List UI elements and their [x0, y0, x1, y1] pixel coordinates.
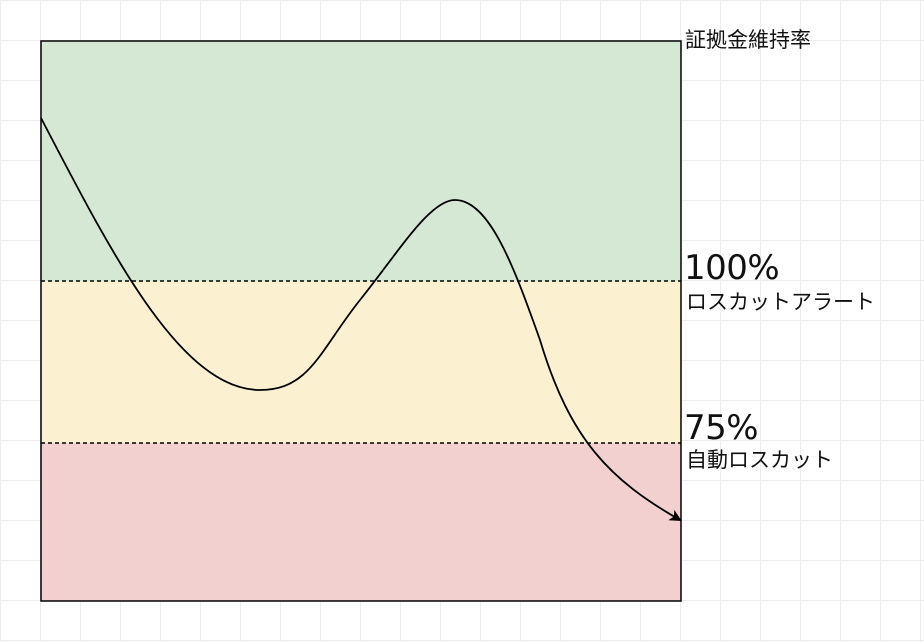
chart-frame [40, 40, 682, 602]
threshold-value-75: 75% [684, 408, 759, 448]
zone-safe [41, 41, 681, 281]
zone-losscut [41, 443, 681, 601]
axis-label: 証拠金維持率 [685, 28, 811, 52]
zone-alert [41, 281, 681, 443]
threshold-description-losscut-alert: ロスカットアラート [686, 290, 875, 314]
threshold-description-auto-losscut: 自動ロスカット [686, 448, 833, 472]
threshold-value-100: 100% [684, 248, 780, 288]
margin-ratio-curve [40, 117, 682, 521]
